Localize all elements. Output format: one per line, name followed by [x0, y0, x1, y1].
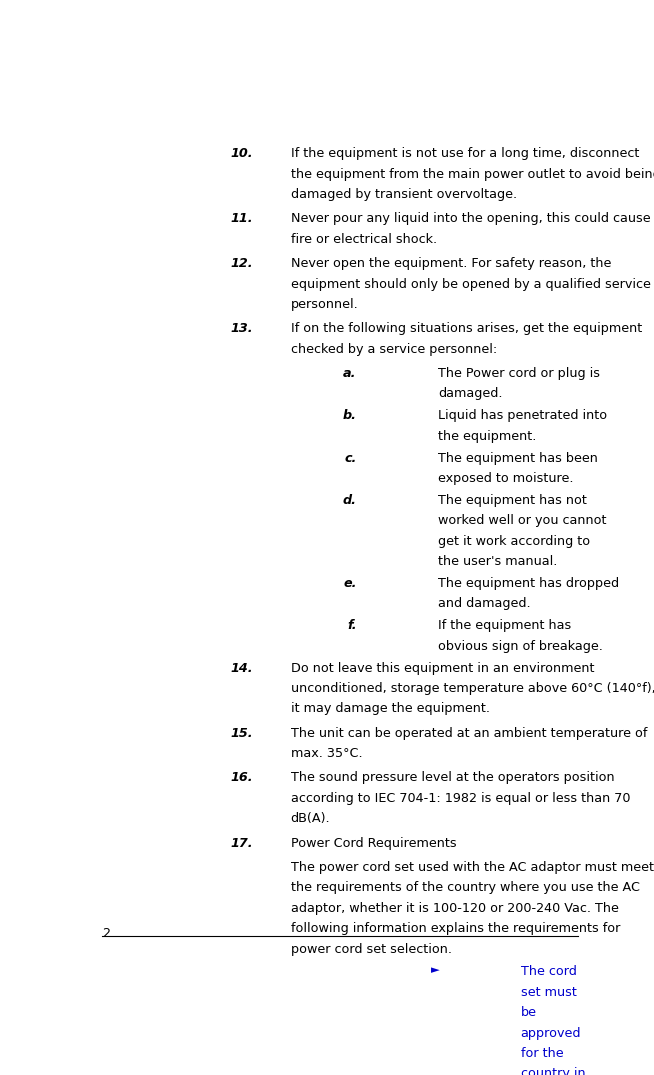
Text: 17.: 17.: [230, 836, 252, 849]
Text: according to IEC 704-1: 1982 is equal or less than 70: according to IEC 704-1: 1982 is equal or…: [290, 792, 630, 805]
Text: unconditioned, storage temperature above 60°C (140°f),: unconditioned, storage temperature above…: [290, 682, 654, 694]
Text: be: be: [521, 1006, 536, 1019]
Text: f.: f.: [347, 619, 357, 632]
Text: The Power cord or plug is: The Power cord or plug is: [438, 367, 600, 381]
Text: a.: a.: [343, 367, 357, 381]
Text: The equipment has not: The equipment has not: [438, 493, 587, 507]
Text: ►: ►: [431, 965, 440, 975]
Text: 10.: 10.: [230, 147, 252, 160]
Text: and damaged.: and damaged.: [438, 598, 531, 611]
Text: The sound pressure level at the operators position: The sound pressure level at the operator…: [290, 772, 614, 785]
Text: Never pour any liquid into the opening, this could cause: Never pour any liquid into the opening, …: [290, 213, 650, 226]
Text: approved: approved: [521, 1027, 581, 1040]
Text: Power Cord Requirements: Power Cord Requirements: [290, 836, 456, 849]
Text: If the equipment is not use for a long time, disconnect: If the equipment is not use for a long t…: [290, 147, 639, 160]
Text: d.: d.: [343, 493, 357, 507]
Text: checked by a service personnel:: checked by a service personnel:: [290, 343, 497, 356]
Text: power cord set selection.: power cord set selection.: [290, 943, 452, 956]
Text: country in: country in: [521, 1067, 585, 1075]
Text: worked well or you cannot: worked well or you cannot: [438, 514, 607, 528]
Text: Do not leave this equipment in an environment: Do not leave this equipment in an enviro…: [290, 661, 594, 674]
Text: damaged.: damaged.: [438, 387, 503, 401]
Text: 13.: 13.: [230, 322, 252, 335]
Text: 15.: 15.: [230, 727, 252, 740]
Text: max. 35°C.: max. 35°C.: [290, 747, 362, 760]
Text: the equipment from the main power outlet to avoid being: the equipment from the main power outlet…: [290, 168, 654, 181]
Text: Liquid has penetrated into: Liquid has penetrated into: [438, 410, 608, 422]
Text: set must: set must: [521, 986, 576, 999]
Text: following information explains the requirements for: following information explains the requi…: [290, 922, 620, 935]
Text: The unit can be operated at an ambient temperature of: The unit can be operated at an ambient t…: [290, 727, 647, 740]
Text: The equipment has dropped: The equipment has dropped: [438, 577, 619, 590]
Text: c.: c.: [345, 452, 357, 464]
Text: 16.: 16.: [230, 772, 252, 785]
Text: the user's manual.: the user's manual.: [438, 555, 558, 568]
Text: If on the following situations arises, get the equipment: If on the following situations arises, g…: [290, 322, 642, 335]
Text: damaged by transient overvoltage.: damaged by transient overvoltage.: [290, 188, 517, 201]
Text: for the: for the: [521, 1047, 563, 1060]
Text: adaptor, whether it is 100-120 or 200-240 Vac. The: adaptor, whether it is 100-120 or 200-24…: [290, 902, 619, 915]
Text: 12.: 12.: [230, 257, 252, 270]
Text: dB(A).: dB(A).: [290, 813, 330, 826]
Text: exposed to moisture.: exposed to moisture.: [438, 472, 574, 485]
Text: obvious sign of breakage.: obvious sign of breakage.: [438, 640, 603, 653]
Text: If the equipment has: If the equipment has: [438, 619, 572, 632]
Text: personnel.: personnel.: [290, 298, 358, 311]
Text: fire or electrical shock.: fire or electrical shock.: [290, 233, 437, 246]
Text: The power cord set used with the AC adaptor must meet: The power cord set used with the AC adap…: [290, 861, 654, 874]
Text: the requirements of the country where you use the AC: the requirements of the country where yo…: [290, 882, 640, 894]
Text: get it work according to: get it work according to: [438, 534, 591, 547]
Text: Never open the equipment. For safety reason, the: Never open the equipment. For safety rea…: [290, 257, 611, 270]
Text: The cord: The cord: [521, 965, 576, 978]
Text: b.: b.: [343, 410, 357, 422]
Text: 14.: 14.: [230, 661, 252, 674]
Text: equipment should only be opened by a qualified service: equipment should only be opened by a qua…: [290, 277, 651, 290]
Text: 2: 2: [102, 928, 110, 941]
Text: The equipment has been: The equipment has been: [438, 452, 598, 464]
Text: 11.: 11.: [230, 213, 252, 226]
Text: e.: e.: [343, 577, 357, 590]
Text: the equipment.: the equipment.: [438, 430, 536, 443]
Text: it may damage the equipment.: it may damage the equipment.: [290, 702, 490, 715]
